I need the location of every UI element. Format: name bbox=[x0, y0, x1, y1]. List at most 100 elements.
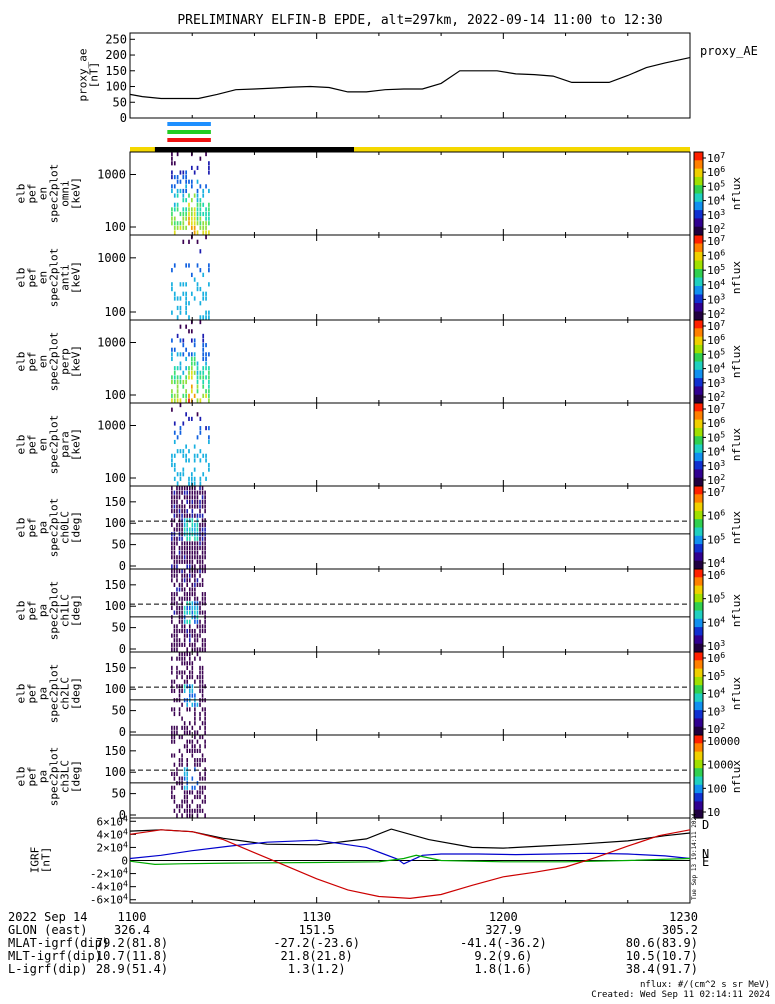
spec-colorbar-3-tick-label: 103 bbox=[707, 458, 725, 473]
pa-colorbar-2-segment bbox=[694, 724, 703, 728]
spec-colorbar-2-segment bbox=[694, 353, 703, 356]
spec-colorbar-1-segment bbox=[694, 311, 703, 315]
pa-colorbar-2-segment bbox=[694, 664, 703, 668]
pa-tick-label: 0 bbox=[119, 725, 126, 739]
spec-colorbar-1-tick-label: 106 bbox=[707, 248, 725, 263]
pa-colorbar-2-segment bbox=[694, 693, 703, 697]
pa-colorbar-1-segment bbox=[694, 602, 703, 605]
ae-tick-label: 250 bbox=[105, 32, 127, 46]
spec-colorbar-2-tick-label: 107 bbox=[707, 318, 725, 333]
footer-value: 9.2(9.6) bbox=[474, 949, 532, 963]
spec-tick-label: 1000 bbox=[97, 251, 126, 265]
pa-tick-label: 0 bbox=[119, 559, 126, 573]
pa-colorbar-3-segment bbox=[694, 813, 703, 817]
footer-value: 1200 bbox=[489, 910, 518, 924]
pa-colorbar-1-segment bbox=[694, 600, 703, 603]
pa-colorbar-2-segment bbox=[694, 687, 703, 690]
footer-value: 21.8(21.8) bbox=[281, 949, 353, 963]
pa-colorbar-1-segment bbox=[694, 647, 703, 651]
pa-colorbar-3-segment bbox=[694, 757, 703, 761]
pa-colorbar-0-segment bbox=[694, 521, 703, 524]
pa-colorbar-2-tick-label: 102 bbox=[707, 721, 725, 736]
spec-colorbar-2-tick-label: 104 bbox=[707, 361, 725, 376]
pa-colorbar-3-segment bbox=[694, 795, 703, 798]
pa-colorbar-3-segment bbox=[694, 799, 703, 802]
pa-tick-label: 100 bbox=[104, 682, 126, 696]
spec-ylabel-1-text: elbpefenspec2plotanti[keV] bbox=[15, 248, 83, 308]
pa-colorbar-2-segment bbox=[694, 674, 703, 678]
pa-colorbar-1-label: nflux bbox=[730, 594, 743, 627]
pa-colorbar-1-segment bbox=[694, 595, 703, 599]
pa-colorbar-0-segment bbox=[694, 552, 703, 556]
pa-colorbar-1-segment bbox=[694, 631, 703, 634]
pa-colorbar-0-label: nflux bbox=[730, 511, 743, 544]
spec-colorbar-3-segment bbox=[694, 463, 703, 466]
igrf-label-e: E bbox=[702, 855, 709, 869]
pa-colorbar-2-segment bbox=[694, 678, 703, 682]
pa-colorbar-2-label: nflux bbox=[730, 677, 743, 710]
pa-colorbar-3-tick-label: 100 bbox=[707, 782, 727, 795]
spec-colorbar-0-segment bbox=[694, 170, 703, 174]
footer-value: 151.5 bbox=[299, 923, 335, 937]
spec-colorbar-2-segment bbox=[694, 361, 703, 365]
spec-colorbar-2-segment bbox=[694, 390, 703, 394]
spec-colorbar-1-segment bbox=[694, 307, 703, 310]
spec-colorbar-0-segment bbox=[694, 191, 703, 195]
pa-colorbar-2-segment bbox=[694, 730, 703, 734]
spec-colorbar-1-segment bbox=[694, 254, 703, 257]
spec-colorbar-2-segment bbox=[694, 328, 703, 331]
pa-colorbar-2-segment bbox=[694, 718, 703, 722]
pa-colorbar-0-segment bbox=[694, 508, 703, 512]
spec-colorbar-0-segment bbox=[694, 195, 703, 199]
spec-colorbar-2-segment bbox=[694, 394, 703, 398]
pa-colorbar-2-segment bbox=[694, 689, 703, 693]
pa-colorbar-0-segment bbox=[694, 490, 703, 493]
spec-colorbar-1-tick-label: 102 bbox=[707, 306, 725, 321]
pa-colorbar-0-tick-label: 105 bbox=[707, 531, 725, 546]
spec-colorbar-3-segment bbox=[694, 438, 703, 441]
pa-colorbar-2-segment bbox=[694, 652, 703, 655]
spec-colorbar-2-segment bbox=[694, 336, 703, 340]
spec-colorbar-3-segment bbox=[694, 461, 703, 464]
spec-colorbar-2-label-text: nflux bbox=[730, 345, 743, 378]
pa-colorbar-1-segment bbox=[694, 635, 703, 639]
spec-colorbar-0-segment bbox=[694, 226, 703, 230]
pa-tick-label: 100 bbox=[104, 765, 126, 779]
pa-colorbar-3-segment bbox=[694, 737, 703, 740]
spec-colorbar-2-segment bbox=[694, 344, 703, 348]
pa-colorbar-2-segment bbox=[694, 726, 703, 730]
pa-ylabel-1: elbpefpaspec2plotch1LC[deg] bbox=[15, 581, 83, 641]
spec-tick-label: 1000 bbox=[97, 336, 126, 350]
pa-colorbar-1-segment bbox=[694, 608, 703, 612]
footer-value: 10.5(10.7) bbox=[626, 949, 698, 963]
igrf-tick-label: 6×104 bbox=[97, 813, 129, 828]
pa-colorbar-0-segment bbox=[694, 512, 703, 516]
ae-ylabel: proxy_ae[nT] bbox=[77, 49, 101, 102]
igrf-series-blue bbox=[129, 839, 691, 865]
spec-colorbar-1-segment bbox=[694, 296, 703, 300]
pa-colorbar-1-tick-label: 104 bbox=[707, 614, 725, 629]
spec-colorbar-3-segment bbox=[694, 477, 703, 481]
spec-colorbar-0-segment bbox=[694, 174, 703, 178]
pa-colorbar-1-tick-label: 106 bbox=[707, 567, 725, 582]
igrf-tick-label: 0 bbox=[121, 855, 128, 868]
spec-colorbar-3-segment bbox=[694, 427, 703, 431]
spec-colorbar-3-segment bbox=[694, 454, 703, 458]
igrf-tick-label: 4×104 bbox=[97, 826, 129, 841]
pa-colorbar-0-segment bbox=[694, 535, 703, 539]
pa-colorbar-0-segment bbox=[694, 500, 703, 504]
spec-colorbar-3-segment bbox=[694, 436, 703, 439]
spec-tick-label: 100 bbox=[104, 220, 126, 234]
pa-colorbar-1-segment bbox=[694, 645, 703, 649]
spec-colorbar-0-segment bbox=[694, 168, 703, 172]
spec-colorbar-1-segment bbox=[694, 292, 703, 296]
pa-colorbar-3-segment bbox=[694, 753, 703, 757]
pa-colorbar-1-label-text: nflux bbox=[730, 594, 743, 627]
pa-colorbar-1-segment bbox=[694, 637, 703, 641]
pa-colorbar-2-segment bbox=[694, 681, 703, 684]
pa-colorbar-1-segment bbox=[694, 643, 703, 647]
spec-colorbar-2-tick-label: 102 bbox=[707, 389, 725, 404]
spec-tick-label: 100 bbox=[104, 388, 126, 402]
spec-colorbar-0-segment bbox=[694, 187, 703, 190]
pa-colorbar-1-segment bbox=[694, 575, 703, 578]
